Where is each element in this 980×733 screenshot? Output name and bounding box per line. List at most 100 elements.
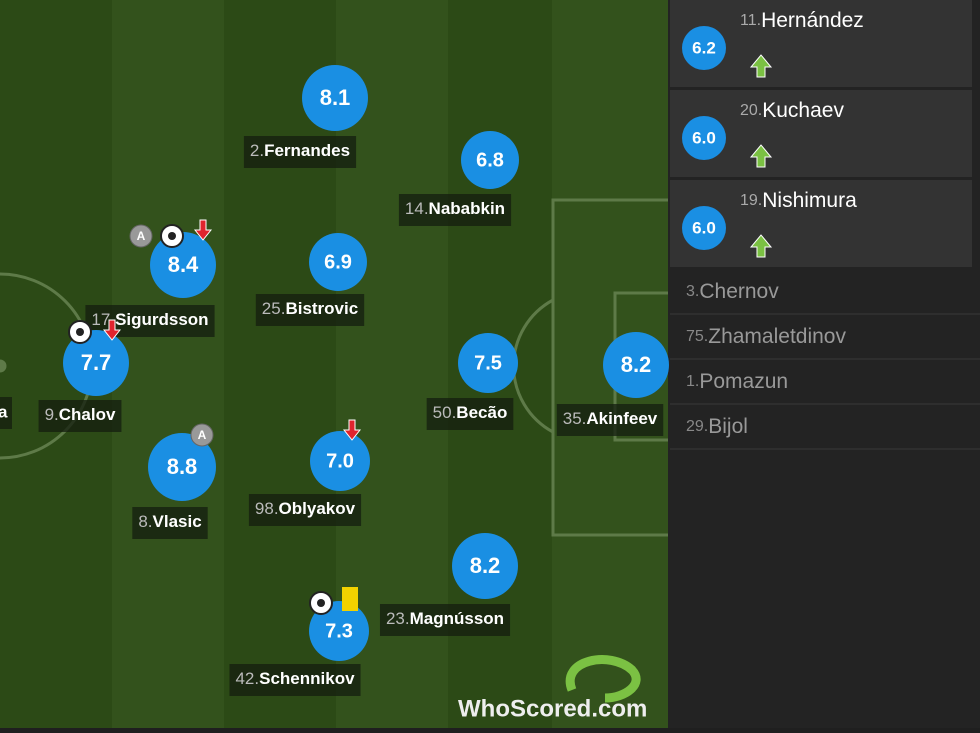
sub-label: 19.Nishimura <box>740 189 857 212</box>
player-label-text: 23.Magnússon <box>386 609 504 628</box>
player-rating: 8.4 <box>168 252 199 277</box>
player-name: Kuchaev <box>762 99 844 122</box>
player-label: 23.Magnússon <box>379 604 511 636</box>
player-label-text: 2.Fernandes <box>250 141 350 160</box>
sub-on-icon <box>749 144 773 168</box>
player-name: a <box>0 402 8 421</box>
player-number: 1. <box>686 373 699 390</box>
player-number: 9. <box>45 405 59 424</box>
rating-circle <box>310 431 370 491</box>
player-number: 75. <box>686 328 708 345</box>
captain-letter: A <box>198 428 207 442</box>
player-name: Hernández <box>761 9 864 32</box>
sub-on-icon <box>749 234 773 258</box>
rating-circle <box>682 206 726 250</box>
player-rating: 7.0 <box>326 450 354 472</box>
yellow-card <box>342 587 358 611</box>
sub-off-icon <box>342 419 362 441</box>
player-name: Pomazun <box>699 370 788 393</box>
player-rating: 6.0 <box>692 128 716 147</box>
player-label-text: 8.Vlasic <box>138 512 201 531</box>
player-name: Vlasic <box>153 512 202 531</box>
player-number: 8. <box>138 512 152 531</box>
label-bg <box>0 397 12 429</box>
player-rating: 6.8 <box>476 149 504 171</box>
label-bg <box>132 507 208 539</box>
player-number: 19. <box>740 192 762 209</box>
player-number: 2. <box>250 141 264 160</box>
captain-letter: A <box>137 229 146 243</box>
sub-label: 29.Bijol <box>686 415 748 438</box>
player-label: 98.Oblyakov <box>248 494 362 526</box>
sub-label: 75.Zhamaletdinov <box>686 325 846 348</box>
player-number: 35. <box>563 409 587 428</box>
player-label: 50.Becão <box>426 398 514 430</box>
player-rating: 6.2 <box>692 38 716 57</box>
player-number: 3. <box>686 283 699 300</box>
player-rating: 8.1 <box>320 85 351 110</box>
player-name: Nababkin <box>429 199 506 218</box>
player-label: a <box>0 397 12 429</box>
player-number: 14. <box>405 199 429 218</box>
rating-circle <box>150 232 216 298</box>
player-name: Akinfeev <box>586 409 657 428</box>
rating-circle <box>309 233 367 291</box>
goal-icon-spot <box>317 599 325 607</box>
player-number: 42. <box>235 669 259 688</box>
goal-icon-spot <box>76 328 84 336</box>
rating-circle <box>682 116 726 160</box>
player-number: 25. <box>262 299 286 318</box>
label-bg <box>556 404 664 436</box>
player-name: Chalov <box>59 405 116 424</box>
rating-circle <box>603 332 669 398</box>
label-bg <box>379 604 511 636</box>
player-label: 8.Vlasic <box>132 507 208 539</box>
sub-off-icon <box>193 219 213 241</box>
sub-label: 11.Hernández <box>740 9 864 32</box>
player-rating: 8.2 <box>621 352 652 377</box>
player-number: 29. <box>686 418 708 435</box>
player-name: Bistrovic <box>285 299 358 318</box>
player-rating: 6.9 <box>324 251 352 273</box>
sub-label: 3.Chernov <box>686 280 779 303</box>
sub-on-icon <box>749 54 773 78</box>
player-number: 50. <box>433 403 457 422</box>
sub-label: 20.Kuchaev <box>740 99 844 122</box>
goal-icon-spot <box>168 232 176 240</box>
player-rating: 6.0 <box>692 218 716 237</box>
player-rating: 7.7 <box>81 350 112 375</box>
player-label: 42.Schennikov <box>229 664 361 696</box>
label-bg <box>426 398 514 430</box>
player-label-text: 25.Bistrovic <box>262 299 358 318</box>
player-label: 9.Chalov <box>38 400 122 432</box>
label-bg <box>229 664 361 696</box>
sub-label: 1.Pomazun <box>686 370 788 393</box>
player-rating: 8.8 <box>167 454 198 479</box>
player-number: 11. <box>740 12 761 29</box>
rating-circle <box>682 26 726 70</box>
rating-circle <box>461 131 519 189</box>
player-name: Zhamaletdinov <box>708 325 846 348</box>
label-bg <box>38 400 122 432</box>
player-number: 20. <box>740 102 762 119</box>
rating-circle <box>309 601 369 661</box>
player-name: Chernov <box>699 280 779 303</box>
label-bg <box>255 294 365 326</box>
player-label: 25.Bistrovic <box>255 294 365 326</box>
captain-badge <box>190 423 214 447</box>
player-rating: 8.2 <box>470 553 501 578</box>
player-label: 35.Akinfeev <box>556 404 664 436</box>
player-label-text: 35.Akinfeev <box>563 409 658 428</box>
player-label-text: 9.Chalov <box>45 405 116 424</box>
player-name: Oblyakov <box>279 499 356 518</box>
player-name: Becão <box>456 403 507 422</box>
player-label: 14.Nababkin <box>398 194 512 226</box>
player-label-text: 17.Sigurdsson <box>91 310 208 329</box>
player-label-text: 50.Becão <box>433 403 508 422</box>
captain-badge <box>129 224 153 248</box>
player-name: Schennikov <box>259 669 355 688</box>
player-name: Nishimura <box>762 189 857 212</box>
label-bg <box>243 136 357 168</box>
watermark: WhoScored.com <box>458 655 647 722</box>
